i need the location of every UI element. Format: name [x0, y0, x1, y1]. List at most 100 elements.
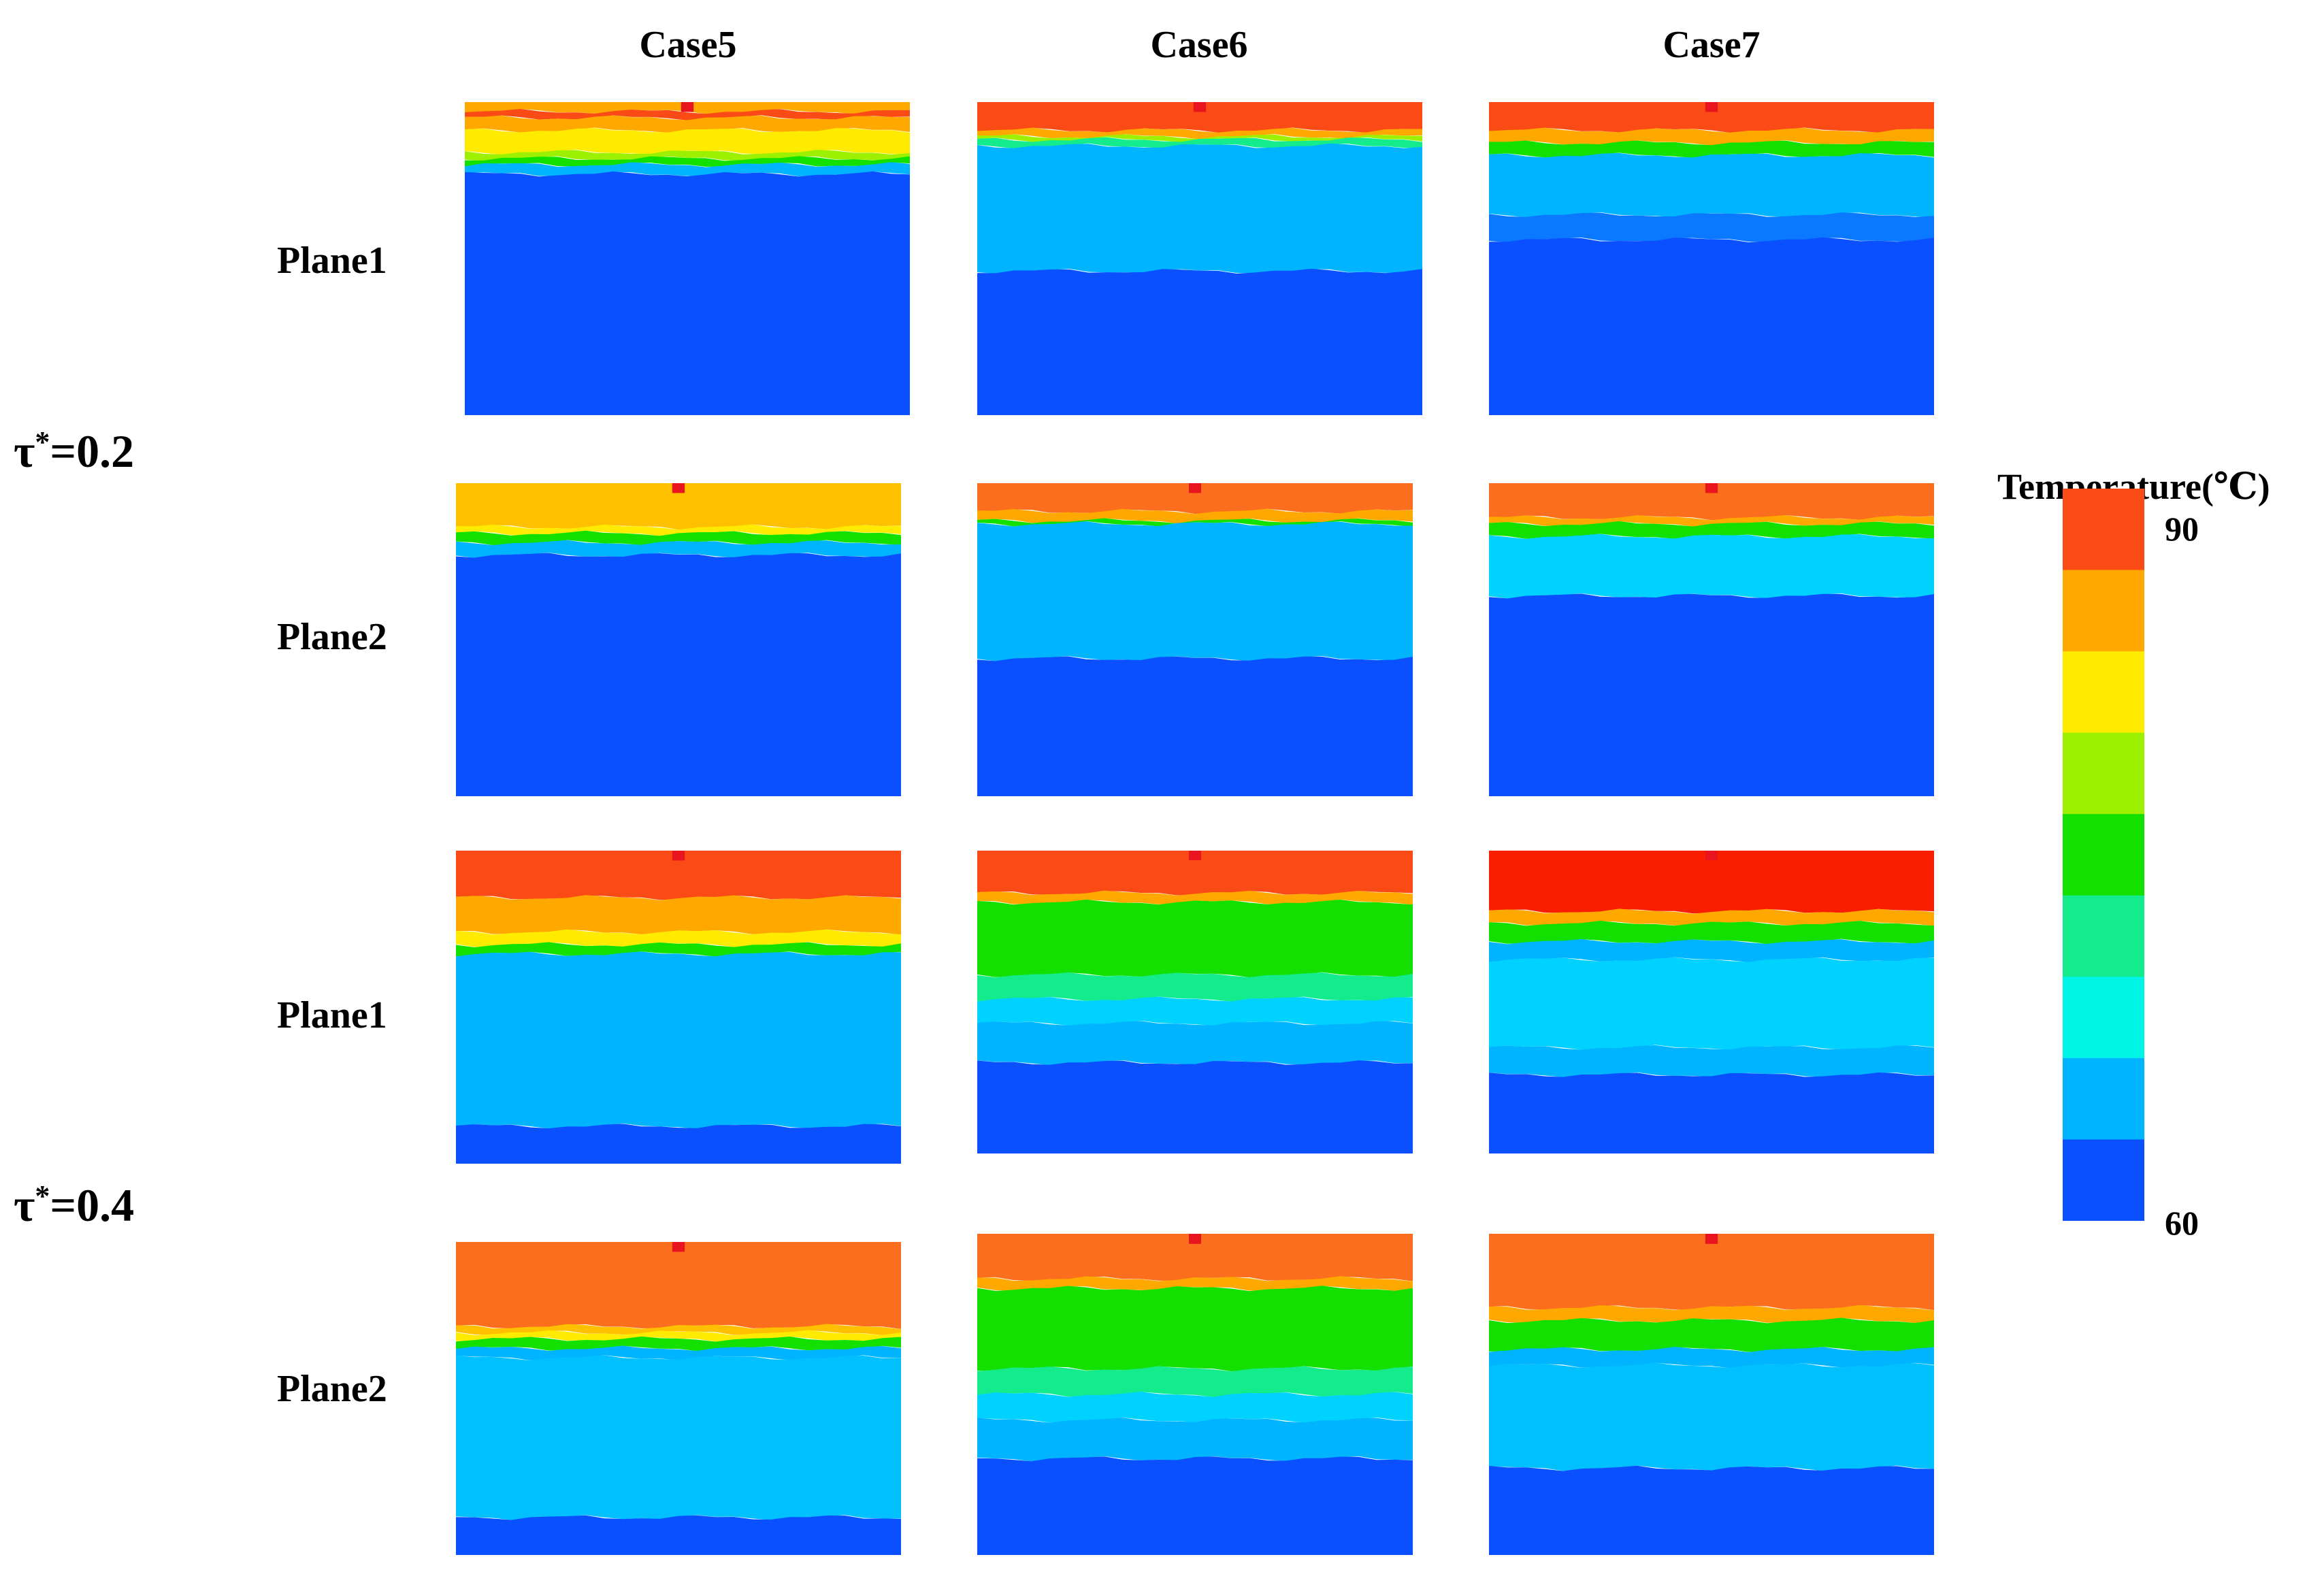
contour-panel-case7-plane1-t02: [1489, 102, 1934, 415]
temperature-band: [977, 1286, 1413, 1372]
contour-plot: [1489, 483, 1934, 796]
temperature-band: [1489, 102, 1934, 133]
temperature-band: [1489, 237, 1934, 415]
temperature-band: [977, 134, 1422, 142]
temperature-band: [1489, 140, 1934, 158]
temperature-band: [977, 851, 1413, 896]
temperature-band: [465, 150, 910, 161]
heat-source-marker: [1705, 851, 1718, 860]
temperature-band: [465, 156, 910, 167]
temperature-band: [977, 1417, 1413, 1462]
temperature-band: [456, 1355, 901, 1520]
tau-value: =0.2: [50, 425, 135, 477]
temperature-band: [977, 521, 1413, 661]
colorbar-min-label: 60: [2165, 1204, 2199, 1242]
temperature-band: [1489, 1305, 1934, 1323]
heat-source-marker: [1705, 102, 1718, 112]
contour-panel-case6-plane2-t04: [977, 1234, 1413, 1555]
temperature-band: [977, 137, 1422, 149]
temperature-band: [977, 1021, 1413, 1066]
tau-superscript: *: [35, 1179, 50, 1213]
contour-panel-case6-plane2-t02: [977, 483, 1413, 796]
colorbar-level: [2063, 489, 2144, 571]
temperature-band: [1489, 908, 1934, 926]
heat-source-marker: [681, 102, 694, 112]
temperature-band: [456, 1515, 901, 1555]
temperature-band: [465, 127, 910, 155]
temperature-band: [977, 1060, 1413, 1153]
colorbar-level: [2063, 1058, 2144, 1140]
row-label-plane2-t04: Plane2: [277, 1368, 387, 1410]
temperature-band: [465, 115, 910, 133]
contour-panel-case7-plane2-t02: [1489, 483, 1934, 796]
temperature-band: [1489, 1234, 1934, 1311]
contour-plot: [456, 1242, 901, 1555]
temperature-band: [456, 895, 901, 935]
column-title-case6: Case6: [1150, 24, 1248, 66]
temperature-band: [977, 1234, 1413, 1281]
temperature-band: [1489, 127, 1934, 146]
temperature-band: [1489, 1347, 1934, 1369]
temperature-band: [456, 1336, 901, 1352]
heat-source-marker: [1189, 851, 1201, 860]
temperature-band: [977, 143, 1422, 274]
temperature-band: [1489, 1072, 1934, 1153]
heat-source-marker: [672, 483, 685, 493]
temperature-band: [465, 108, 910, 120]
contour-plot: [1489, 1234, 1934, 1555]
contour-panel-case5-plane1-t04: [456, 851, 901, 1164]
contour-panel-case5-plane2-t02: [456, 483, 901, 796]
row-label-plane1-t04: Plane1: [277, 994, 387, 1036]
temperature-band: [456, 483, 901, 530]
temperature-band: [977, 508, 1413, 524]
temperature-band: [977, 656, 1413, 796]
temperature-band: [1489, 1317, 1934, 1352]
temperature-band: [456, 1124, 901, 1164]
temperature-band: [977, 268, 1422, 415]
temperature-band: [456, 1330, 901, 1342]
temperature-band: [1489, 938, 1934, 963]
colorbar-level: [2063, 977, 2144, 1059]
heat-source-marker: [1705, 483, 1718, 493]
heat-source-marker: [672, 851, 685, 861]
colorbar-level: [2063, 895, 2144, 977]
row-label-plane2-t02: Plane2: [277, 616, 387, 658]
temperature-band: [456, 929, 901, 947]
temperature-band: [456, 553, 901, 796]
temperature-band: [977, 972, 1413, 1002]
tau-symbol: τ: [14, 1179, 35, 1231]
time-label-0.2: τ*=0.2: [14, 425, 135, 477]
temperature-band: [1489, 1362, 1934, 1471]
colorbar-level: [2063, 732, 2144, 815]
contour-panel-case6-plane1-t04: [977, 851, 1413, 1153]
temperature-band: [977, 996, 1413, 1026]
time-label-0.4: τ*=0.4: [14, 1179, 134, 1231]
colorbar-level: [2063, 1139, 2144, 1221]
temperature-band: [977, 1391, 1413, 1423]
column-title-case5: Case5: [639, 24, 737, 66]
temperature-band: [456, 1242, 901, 1329]
colorbar-max-label: 90: [2165, 510, 2199, 548]
temperature-band: [977, 1366, 1413, 1397]
temperature-band: [456, 851, 901, 900]
contour-plot: [977, 1234, 1413, 1555]
temperature-band: [977, 890, 1413, 905]
temperature-band: [1489, 212, 1934, 243]
contour-panel-case7-plane1-t04: [1489, 851, 1934, 1153]
heat-source-marker: [1193, 102, 1207, 112]
temperature-band: [977, 102, 1422, 133]
tau-superscript: *: [35, 425, 50, 459]
temperature-colorbar: [2063, 489, 2144, 1221]
contour-panel-case6-plane1-t02: [977, 102, 1422, 415]
temperature-band: [977, 127, 1422, 140]
contour-plot: [977, 483, 1413, 796]
temperature-band: [1489, 521, 1934, 539]
temperature-band: [1489, 593, 1934, 796]
row-label-plane1-t02: Plane1: [277, 240, 387, 282]
temperature-band: [977, 1276, 1413, 1291]
temperature-band: [456, 1345, 901, 1360]
colorbar-level: [2063, 651, 2144, 734]
temperature-band: [456, 951, 901, 1129]
temperature-band: [977, 899, 1413, 978]
contour-panel-case5-plane2-t04: [456, 1242, 901, 1555]
